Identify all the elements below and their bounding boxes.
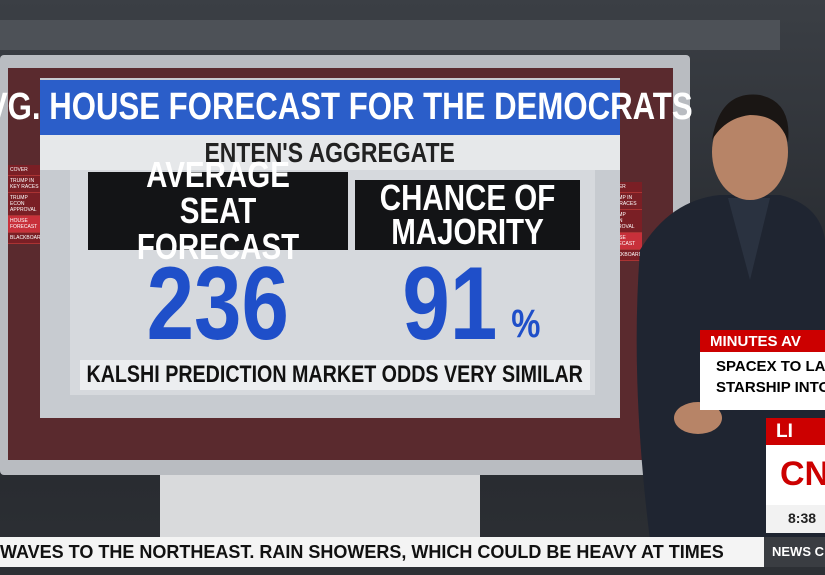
lower-third-line: SPACEX TO LA bbox=[716, 358, 825, 375]
hands bbox=[674, 402, 722, 434]
side-menu: COVER TRUMP IN KEY RACES TRUMP ECON APPR… bbox=[8, 165, 44, 244]
head bbox=[712, 104, 788, 200]
lower-third-label-bar: MINUTES AV bbox=[700, 330, 825, 352]
panel-unit: % bbox=[510, 302, 540, 346]
lower-third-line: STARSHIP INTO bbox=[716, 379, 825, 396]
ceiling bbox=[0, 20, 780, 50]
menu-item[interactable]: HOUSE FORECAST bbox=[8, 216, 44, 233]
menu-item[interactable]: TRUMP IN KEY RACES bbox=[8, 176, 44, 193]
panel-value: 91 bbox=[402, 246, 498, 362]
menu-item[interactable]: TRUMP IN KEY RACES bbox=[606, 193, 642, 210]
lower-third-label: MINUTES AV bbox=[710, 333, 801, 350]
menu-item[interactable]: BLACKBOARD bbox=[8, 233, 44, 244]
menu-item[interactable]: BLACKBOARD bbox=[606, 250, 642, 261]
subtitle: ENTEN'S AGGREGATE bbox=[204, 136, 456, 168]
panel-value: 236 bbox=[146, 246, 290, 362]
panel-header-text: CHANCE OF MAJORITY bbox=[379, 177, 556, 252]
panel-header: CHANCE OF MAJORITY bbox=[355, 180, 580, 250]
logo-box: CNN bbox=[766, 445, 825, 505]
shirt bbox=[728, 198, 770, 280]
ticker-text: WAVES TO THE NORTHEAST. RAIN SHOWERS, WH… bbox=[0, 542, 724, 562]
ticker-section: NEWS C bbox=[764, 537, 825, 567]
panel-value-box: 236 bbox=[88, 246, 348, 362]
panel-header: AVERAGE SEAT FORECAST bbox=[88, 157, 348, 265]
subtitle-bar: ENTEN'S AGGREGATE bbox=[40, 135, 620, 170]
menu-item[interactable]: TRUMP ECON APPROVAL bbox=[8, 193, 44, 216]
logo: CNN bbox=[780, 455, 825, 493]
menu-item[interactable]: COVER bbox=[8, 165, 44, 176]
panel-header-text: AVERAGE SEAT FORECAST bbox=[136, 154, 300, 267]
note: KALSHI PREDICTION MARKET ODDS VERY SIMIL… bbox=[86, 361, 584, 388]
title-bar: AVG. HOUSE FORECAST FOR THE DEMOCRATS bbox=[0, 80, 693, 135]
title: AVG. HOUSE FORECAST FOR THE DEMOCRATS bbox=[0, 86, 693, 128]
time-box: 8:38 bbox=[766, 505, 825, 533]
live-bar: LI bbox=[766, 418, 825, 445]
lower-third-box: SPACEX TO LA STARSHIP INTO bbox=[700, 352, 825, 410]
live: LI bbox=[776, 421, 793, 442]
desk bbox=[160, 475, 480, 545]
hair bbox=[712, 94, 789, 142]
time: 8:38 bbox=[788, 510, 817, 526]
panel-value-box: 91 % bbox=[355, 246, 580, 362]
ticker: WAVES TO THE NORTHEAST. RAIN SHOWERS, WH… bbox=[0, 537, 825, 567]
note-bar: KALSHI PREDICTION MARKET ODDS VERY SIMIL… bbox=[80, 360, 590, 390]
